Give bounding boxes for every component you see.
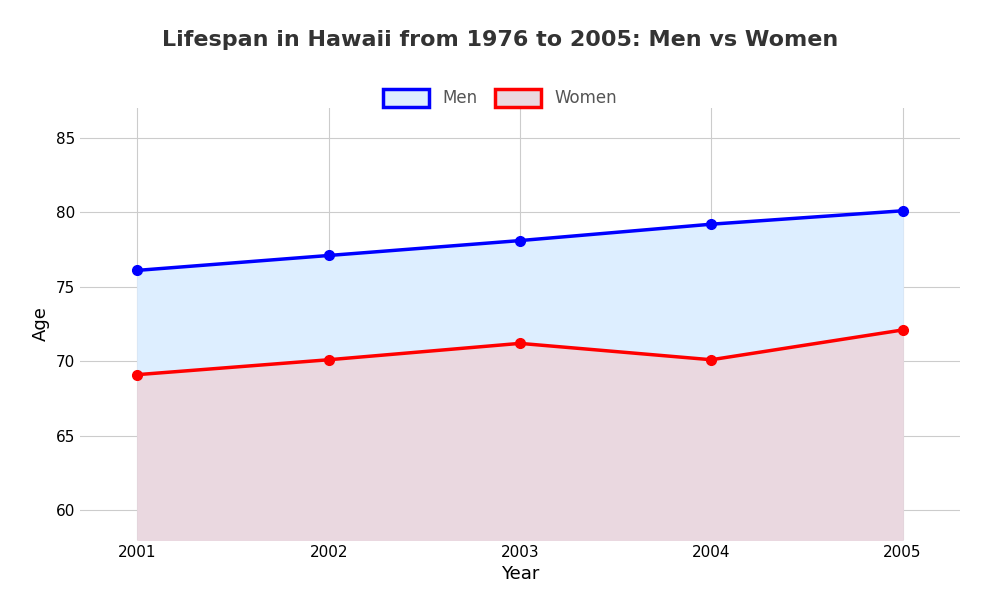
- X-axis label: Year: Year: [501, 565, 539, 583]
- Y-axis label: Age: Age: [32, 307, 50, 341]
- Legend: Men, Women: Men, Women: [374, 80, 626, 116]
- Text: Lifespan in Hawaii from 1976 to 2005: Men vs Women: Lifespan in Hawaii from 1976 to 2005: Me…: [162, 30, 838, 50]
